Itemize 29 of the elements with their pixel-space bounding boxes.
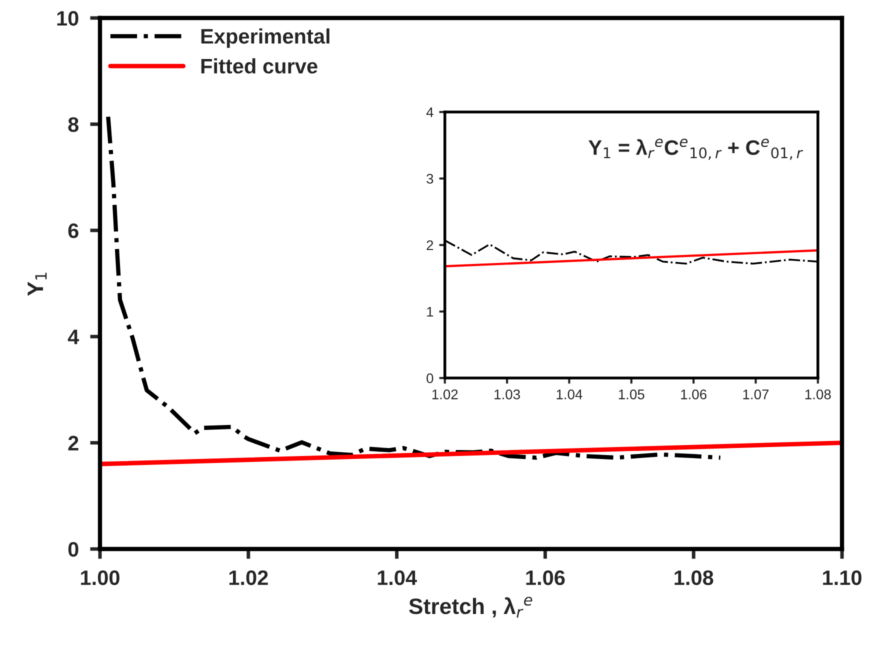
legend-label: Experimental (201, 28, 330, 48)
y-tick-label: 0 (68, 542, 78, 557)
x-tick-label: 1.08 (805, 389, 831, 400)
y-tick-label: 6 (68, 223, 78, 238)
x-tick-label: 1.02 (229, 570, 268, 586)
x-tick-label: 1.08 (674, 570, 714, 586)
y-tick-label: 4 (426, 107, 434, 118)
x-tick-label: 1.03 (494, 389, 520, 400)
x-tick-label: 1.06 (681, 389, 706, 400)
y-tick-label: 0 (426, 373, 434, 384)
y-tick-label: 2 (426, 240, 434, 250)
x-tick-label: 1.04 (556, 389, 582, 400)
x-tick-label: 1.07 (743, 389, 769, 400)
y-tick-label: 4 (68, 330, 80, 344)
x-tick-label: 1.06 (526, 570, 565, 586)
x-tick-label: 1.05 (618, 389, 644, 400)
x-tick-label: 1.04 (378, 570, 417, 586)
y-tick-label: 2 (68, 436, 78, 450)
y-tick-label: 1 (427, 306, 434, 317)
y-axis-title: Y$_{1}$ (28, 272, 47, 296)
legend-label: Fitted curve (201, 58, 318, 74)
y-tick-label: 10 (57, 10, 78, 26)
y-tick-label: 3 (426, 174, 434, 184)
y-tick-label: 8 (68, 117, 79, 132)
text: Y$_{1}$ = λ$_{r}$$^{e}$C$^{e}$$_{10,r}$ + C$^{e}$$_{01,r}$ (588, 138, 804, 160)
x-axis-title: Stretch , λ$_{r}$$^{e}$ (409, 596, 532, 618)
x-tick-label: 1.00 (81, 570, 120, 586)
x-tick-label: 1.10 (823, 570, 862, 586)
x-tick-label: 1.02 (432, 389, 458, 400)
